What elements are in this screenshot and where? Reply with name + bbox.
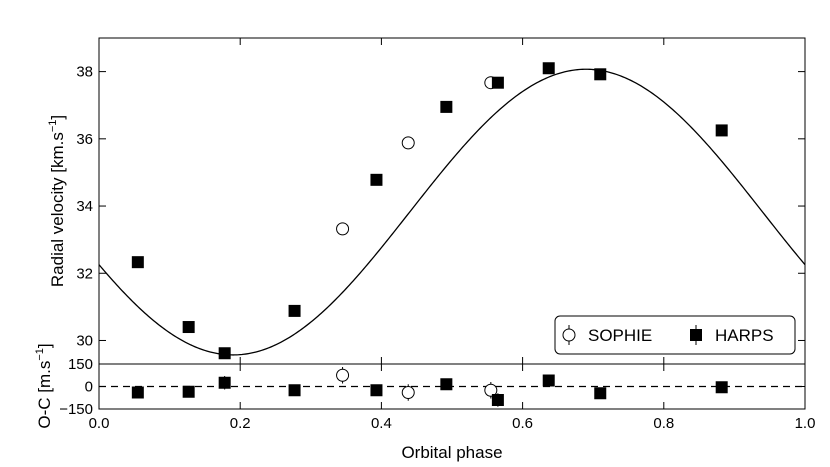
bottom-y-tick-label: 150: [68, 356, 93, 373]
top-y-axis-title-sup: −1: [47, 120, 59, 133]
residuals-panel: 150 0 −150: [59, 356, 806, 418]
top-y-tick-label: 34: [76, 198, 93, 215]
rv-point-harps: [218, 347, 231, 360]
rv-point-harps: [288, 304, 301, 317]
residual-point-sophie: [401, 386, 415, 399]
rv-point-harps: [131, 256, 144, 269]
top-y-ticks: 30 32 34 36 38: [76, 64, 805, 349]
x-axis-ticks: 0.0 0.2 0.4 0.6 0.8 1.0: [89, 38, 816, 432]
top-y-axis-title-suffix: ]: [48, 115, 67, 120]
top-y-axis-title-main: Radial velocity [km.s: [48, 132, 67, 287]
x-tick-label: 0.0: [89, 415, 110, 432]
rv-point-harps: [491, 76, 504, 89]
bottom-y-axis-title: O-C [m.s−1]: [34, 343, 54, 428]
x-tick-label: 0.4: [371, 415, 392, 432]
x-axis-title: Orbital phase: [401, 443, 502, 462]
rv-point-harps: [370, 173, 383, 186]
residual-point-harps: [440, 378, 453, 391]
residual-point-harps: [491, 394, 504, 406]
residual-point-harps: [370, 384, 383, 397]
residual-point-harps: [715, 381, 728, 394]
top-y-tick-label: 30: [76, 332, 93, 349]
residual-point-harps: [542, 374, 555, 387]
bottom-y-ticks: 150 0 −150: [59, 356, 805, 418]
rv-point-sophie: [336, 222, 350, 236]
rv-point-harps: [594, 68, 607, 81]
legend-sophie-marker: [562, 328, 576, 342]
rv-point-harps: [440, 100, 453, 113]
rv-point-harps: [715, 124, 728, 137]
top-y-axis-title: Radial velocity [km.s−1]: [47, 115, 67, 287]
bottom-y-tick-label: −150: [59, 401, 93, 418]
residual-point-sophie: [336, 368, 350, 382]
residual-point-harps: [131, 386, 144, 399]
top-y-tick-label: 32: [76, 265, 93, 282]
residual-point-harps: [182, 385, 195, 398]
bottom-data-markers: [131, 367, 728, 407]
legend-sophie-label: SOPHIE: [588, 326, 652, 345]
x-tick-label: 1.0: [795, 415, 816, 432]
residual-point-harps: [594, 387, 607, 400]
top-data-markers: [131, 62, 728, 360]
bottom-y-axis-title-main: O-C [m.s: [35, 361, 54, 429]
legend-harps-marker: [690, 329, 702, 341]
x-tick-label: 0.6: [512, 415, 533, 432]
rv-point-harps: [182, 321, 195, 334]
x-tick-label: 0.2: [230, 415, 251, 432]
top-y-tick-label: 38: [76, 64, 93, 81]
residual-point-sophie: [484, 383, 498, 397]
bottom-y-axis-title-sup: −1: [34, 348, 46, 361]
bottom-y-tick-label: 0: [85, 379, 93, 396]
rv-point-sophie: [401, 136, 415, 150]
x-tick-label: 0.8: [653, 415, 674, 432]
rv-point-harps: [542, 62, 555, 75]
residual-point-harps: [218, 376, 231, 389]
legend: SOPHIE HARPS: [554, 315, 796, 355]
residual-point-harps: [288, 384, 301, 397]
orbital-model-curve: [98, 68, 806, 356]
legend-harps-label: HARPS: [715, 326, 774, 345]
top-y-tick-label: 36: [76, 131, 93, 148]
bottom-y-axis-title-suffix: ]: [35, 343, 54, 348]
legend-frame: [554, 315, 796, 355]
